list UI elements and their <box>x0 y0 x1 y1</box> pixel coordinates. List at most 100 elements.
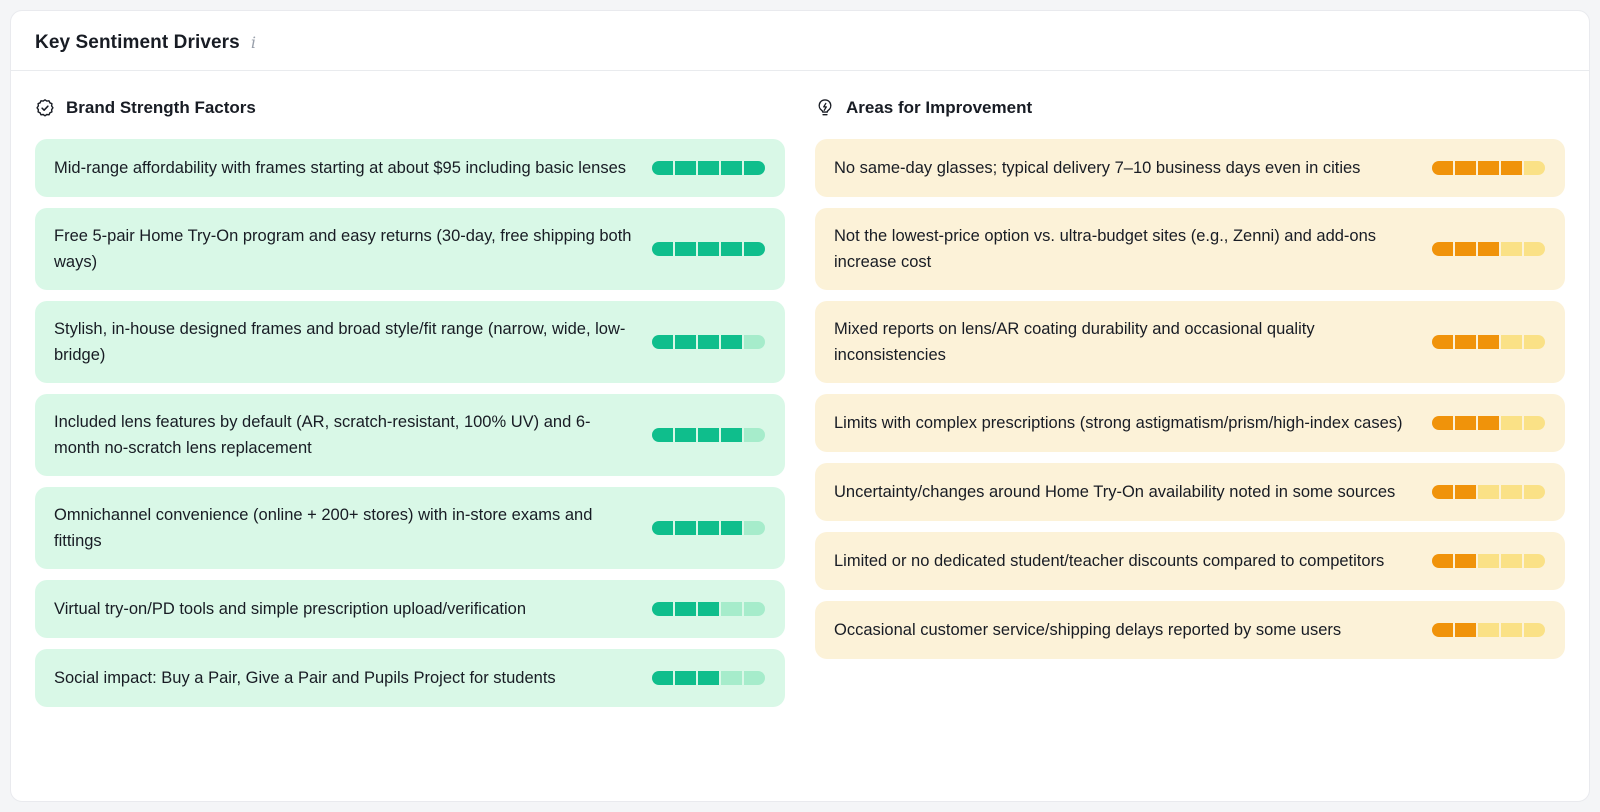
score-bar-segment <box>675 602 696 616</box>
score-bar-segment <box>1524 485 1545 499</box>
panel-title: Key Sentiment Drivers <box>35 32 240 53</box>
score-bar-segment <box>652 335 673 349</box>
score-bar-segment <box>744 602 765 616</box>
score-bar-segment <box>675 428 696 442</box>
improvement-card: Not the lowest-price option vs. ultra-bu… <box>815 208 1565 290</box>
score-bar-segment <box>744 521 765 535</box>
score-bar-segment <box>721 161 742 175</box>
score-bar-segment <box>698 671 719 685</box>
score-bar-segment <box>1501 335 1522 349</box>
strength-card: Mid-range affordability with frames star… <box>35 139 785 197</box>
score-bar-segment <box>1455 242 1476 256</box>
score-bar <box>652 161 765 175</box>
improvement-card: Mixed reports on lens/AR coating durabil… <box>815 301 1565 383</box>
score-bar <box>652 335 765 349</box>
score-bar-segment <box>652 242 673 256</box>
card-text: Omnichannel convenience (online + 200+ s… <box>54 506 593 550</box>
score-bar <box>1432 485 1545 499</box>
score-bar-segment <box>1524 623 1545 637</box>
strength-card: Stylish, in-house designed frames and br… <box>35 301 785 383</box>
score-bar-segment <box>1432 335 1453 349</box>
improvement-cards: No same-day glasses; typical delivery 7–… <box>815 139 1565 659</box>
score-bar-segment <box>1478 623 1499 637</box>
score-bar-segment <box>1501 242 1522 256</box>
score-bar-segment <box>1455 335 1476 349</box>
info-icon[interactable]: i <box>250 33 256 52</box>
score-bar-segment <box>721 521 742 535</box>
score-bar-segment <box>744 671 765 685</box>
score-bar-segment <box>1524 242 1545 256</box>
card-text: Limited or no dedicated student/teacher … <box>834 552 1385 570</box>
score-bar-segment <box>1501 485 1522 499</box>
score-bar-segment <box>1524 416 1545 430</box>
improvement-header: Areas for Improvement <box>815 98 1565 118</box>
improvement-card: No same-day glasses; typical delivery 7–… <box>815 139 1565 197</box>
score-bar-segment <box>675 242 696 256</box>
score-bar-segment <box>1478 335 1499 349</box>
score-bar-segment <box>698 242 719 256</box>
score-bar <box>652 242 765 256</box>
improvement-heading: Areas for Improvement <box>846 98 1033 117</box>
score-bar-segment <box>721 671 742 685</box>
card-text: Social impact: Buy a Pair, Give a Pair a… <box>54 669 556 687</box>
score-bar-segment <box>744 428 765 442</box>
strength-card: Social impact: Buy a Pair, Give a Pair a… <box>35 649 785 707</box>
card-text: Mixed reports on lens/AR coating durabil… <box>834 320 1315 364</box>
score-bar-segment <box>652 161 673 175</box>
score-bar-segment <box>721 428 742 442</box>
score-bar-segment <box>1478 242 1499 256</box>
score-bar-segment <box>1432 242 1453 256</box>
score-bar-segment <box>1524 554 1545 568</box>
score-bar-segment <box>675 161 696 175</box>
score-bar-segment <box>744 161 765 175</box>
score-bar-segment <box>1478 485 1499 499</box>
score-bar-segment <box>1501 161 1522 175</box>
score-bar-segment <box>652 521 673 535</box>
lightbulb-bolt-icon <box>815 98 835 118</box>
improvement-card: Uncertainty/changes around Home Try-On a… <box>815 463 1565 521</box>
score-bar-segment <box>721 602 742 616</box>
score-bar-segment <box>744 242 765 256</box>
card-text: Virtual try-on/PD tools and simple presc… <box>54 600 527 618</box>
panel-body: Brand Strength Factors Mid-range afforda… <box>11 71 1589 707</box>
score-bar-segment <box>721 242 742 256</box>
strength-card: Free 5-pair Home Try-On program and easy… <box>35 208 785 290</box>
score-bar-segment <box>1478 554 1499 568</box>
score-bar-segment <box>1455 623 1476 637</box>
score-bar-segment <box>1501 554 1522 568</box>
card-text: No same-day glasses; typical delivery 7–… <box>834 159 1361 177</box>
score-bar-segment <box>1524 335 1545 349</box>
score-bar <box>652 602 765 616</box>
brand-strength-column: Brand Strength Factors Mid-range afforda… <box>35 98 785 707</box>
score-bar-segment <box>1432 554 1453 568</box>
key-sentiment-drivers-panel: Key Sentiment Drivers i Brand Strength F… <box>10 10 1590 802</box>
card-text: Not the lowest-price option vs. ultra-bu… <box>834 227 1377 271</box>
score-bar-segment <box>1455 485 1476 499</box>
card-text: Included lens features by default (AR, s… <box>54 413 591 457</box>
score-bar <box>652 521 765 535</box>
score-bar-segment <box>675 335 696 349</box>
score-bar-segment <box>698 521 719 535</box>
strength-card: Included lens features by default (AR, s… <box>35 394 785 476</box>
strength-card: Omnichannel convenience (online + 200+ s… <box>35 487 785 569</box>
score-bar <box>1432 335 1545 349</box>
score-bar-segment <box>1432 416 1453 430</box>
score-bar-segment <box>1455 161 1476 175</box>
score-bar-segment <box>652 671 673 685</box>
score-bar-segment <box>698 161 719 175</box>
card-text: Uncertainty/changes around Home Try-On a… <box>834 483 1396 501</box>
card-text: Stylish, in-house designed frames and br… <box>54 320 626 364</box>
score-bar-segment <box>1524 161 1545 175</box>
score-bar-segment <box>1432 161 1453 175</box>
score-bar <box>1432 623 1545 637</box>
score-bar-segment <box>1478 161 1499 175</box>
score-bar-segment <box>675 521 696 535</box>
score-bar-segment <box>1501 623 1522 637</box>
score-bar-segment <box>652 602 673 616</box>
card-text: Limits with complex prescriptions (stron… <box>834 414 1403 432</box>
verified-badge-icon <box>35 98 55 118</box>
score-bar-segment <box>1455 554 1476 568</box>
score-bar-segment <box>1432 623 1453 637</box>
score-bar <box>652 428 765 442</box>
brand-strength-cards: Mid-range affordability with frames star… <box>35 139 785 707</box>
